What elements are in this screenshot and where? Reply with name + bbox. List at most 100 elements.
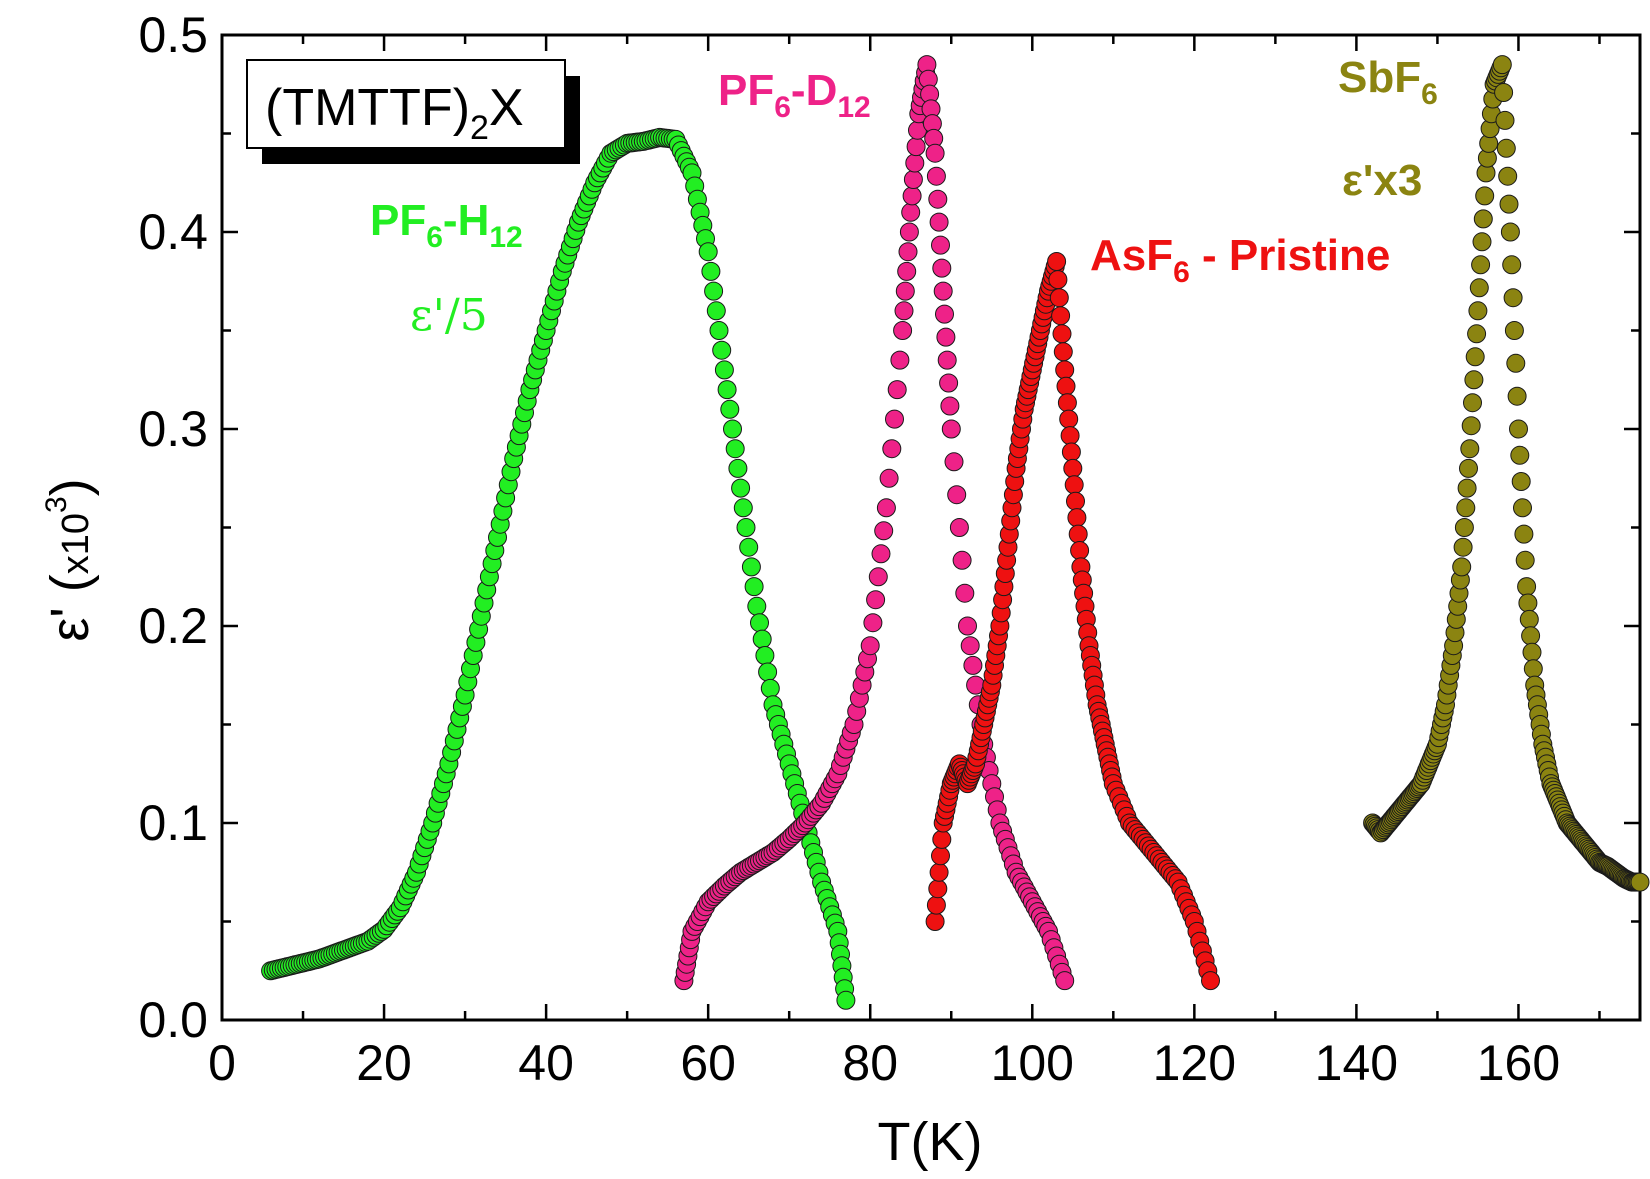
point-pf6d — [935, 304, 954, 324]
point-sbf6 — [1471, 255, 1491, 275]
point-pf6h — [717, 380, 737, 400]
point-asf6 — [1047, 252, 1067, 271]
y-axis-label-main: ε' ( — [40, 574, 100, 641]
point-pf6h — [714, 360, 734, 380]
point-pf6d — [952, 550, 972, 570]
point-sbf6 — [1468, 301, 1488, 321]
point-sbf6 — [1506, 353, 1526, 373]
point-sbf6 — [1523, 659, 1543, 679]
point-sbf6 — [1630, 872, 1650, 892]
point-sbf6 — [1464, 370, 1484, 390]
point-asf6 — [932, 829, 952, 849]
annotation-asf6: AsF6 - Pristine — [1090, 231, 1390, 289]
point-sbf6 — [1511, 472, 1531, 491]
point-sbf6 — [1465, 347, 1485, 367]
point-sbf6 — [1498, 166, 1518, 186]
point-sbf6 — [1519, 609, 1539, 629]
point-pf6h — [698, 242, 718, 262]
point-pf6d — [874, 521, 894, 541]
point-sbf6 — [1521, 626, 1541, 646]
point-pf6h — [741, 557, 761, 577]
point-sbf6 — [1469, 278, 1489, 298]
point-sbf6 — [1475, 186, 1495, 206]
point-asf6 — [1063, 458, 1083, 478]
point-asf6 — [1070, 541, 1090, 560]
point-sbf6 — [1461, 416, 1481, 436]
point-pf6h — [731, 478, 751, 498]
x-tick-label: 0 — [208, 1035, 236, 1091]
point-pf6d — [949, 518, 969, 537]
point-pf6d — [926, 166, 946, 186]
point-sbf6 — [1457, 478, 1477, 498]
series-pf6d — [674, 55, 1075, 991]
asf6-label-c: - Pristine — [1190, 231, 1391, 280]
point-pf6d — [939, 373, 959, 393]
point-pf6d — [936, 327, 956, 347]
point-pf6d — [879, 468, 899, 488]
pf6h-label-a: PF — [370, 196, 426, 245]
x-tick-label: 160 — [1477, 1035, 1560, 1091]
point-pf6d — [944, 452, 964, 472]
y-tick-label: 0.0 — [138, 992, 208, 1048]
point-pf6d — [963, 655, 983, 675]
point-asf6 — [1064, 475, 1084, 495]
axis-tick-labels: 0 20 40 60 80 100 120 140 160 0.0 0.1 0.2 0.3 0.4 0.5 — [138, 7, 1560, 1091]
x-tick-label: 100 — [991, 1035, 1074, 1091]
point-pf6h — [739, 537, 759, 557]
point-pf6h — [752, 629, 772, 649]
point-sbf6 — [1515, 550, 1535, 570]
point-pf6d — [897, 261, 917, 281]
pf6d-label-b: 6 — [774, 91, 791, 124]
y-tick-label: 0.2 — [138, 598, 208, 654]
box-label-main: (TMTTF) — [265, 79, 470, 137]
point-sbf6 — [1503, 288, 1523, 308]
point-sbf6 — [1522, 642, 1542, 662]
svg-text:PF6-H12: PF6-H12 — [370, 196, 523, 254]
point-pf6d — [901, 202, 921, 222]
point-sbf6 — [1453, 537, 1473, 557]
x-tick-label: 80 — [842, 1035, 898, 1091]
pf6d-label-a: PF — [718, 66, 774, 115]
point-sbf6 — [1502, 255, 1522, 275]
point-pf6h — [733, 498, 753, 518]
point-asf6 — [928, 879, 948, 899]
point-asf6 — [1048, 270, 1068, 290]
point-asf6 — [1060, 426, 1080, 446]
point-asf6 — [1051, 306, 1071, 326]
series-sbf6 — [1363, 55, 1650, 892]
series-asf6 — [925, 252, 1220, 991]
point-sbf6 — [1500, 222, 1520, 242]
point-pf6d — [903, 170, 923, 189]
point-pf6d — [947, 485, 967, 505]
series-pf6h — [261, 127, 856, 1010]
point-pf6d — [931, 235, 950, 255]
point-asf6 — [1068, 524, 1088, 544]
point-pf6d — [866, 590, 886, 610]
point-sbf6 — [1452, 557, 1472, 577]
point-sbf6 — [1456, 498, 1476, 518]
box-frame — [246, 59, 566, 149]
point-sbf6 — [1504, 321, 1524, 340]
point-pf6h — [704, 281, 724, 301]
point-pf6h — [744, 577, 764, 597]
sbf6-label-b: 6 — [1421, 78, 1438, 111]
point-pf6h — [720, 399, 740, 419]
compound-label-box: (TMTTF)2X — [246, 59, 580, 164]
point-sbf6 — [1517, 577, 1537, 597]
point-asf6 — [1061, 442, 1081, 462]
pf6h-label-c: -H — [443, 196, 489, 245]
pf6d-label-d: 12 — [837, 91, 870, 124]
box-label-tail: X — [489, 79, 524, 137]
point-pf6h — [706, 301, 726, 321]
annotation-pf6h: PF6-H12 ε'/5 — [370, 196, 523, 341]
pf6d-label-c: -D — [791, 66, 837, 115]
point-pf6h — [760, 678, 780, 698]
y-axis-label-mult: x10 — [55, 513, 97, 574]
point-pf6d — [906, 137, 926, 157]
point-asf6 — [926, 895, 946, 915]
asf6-label-b: 6 — [1173, 256, 1190, 289]
point-sbf6 — [1467, 324, 1487, 344]
x-tick-label: 140 — [1315, 1035, 1398, 1091]
point-pf6d — [899, 222, 919, 242]
y-axis-label-close: ) — [40, 478, 100, 496]
